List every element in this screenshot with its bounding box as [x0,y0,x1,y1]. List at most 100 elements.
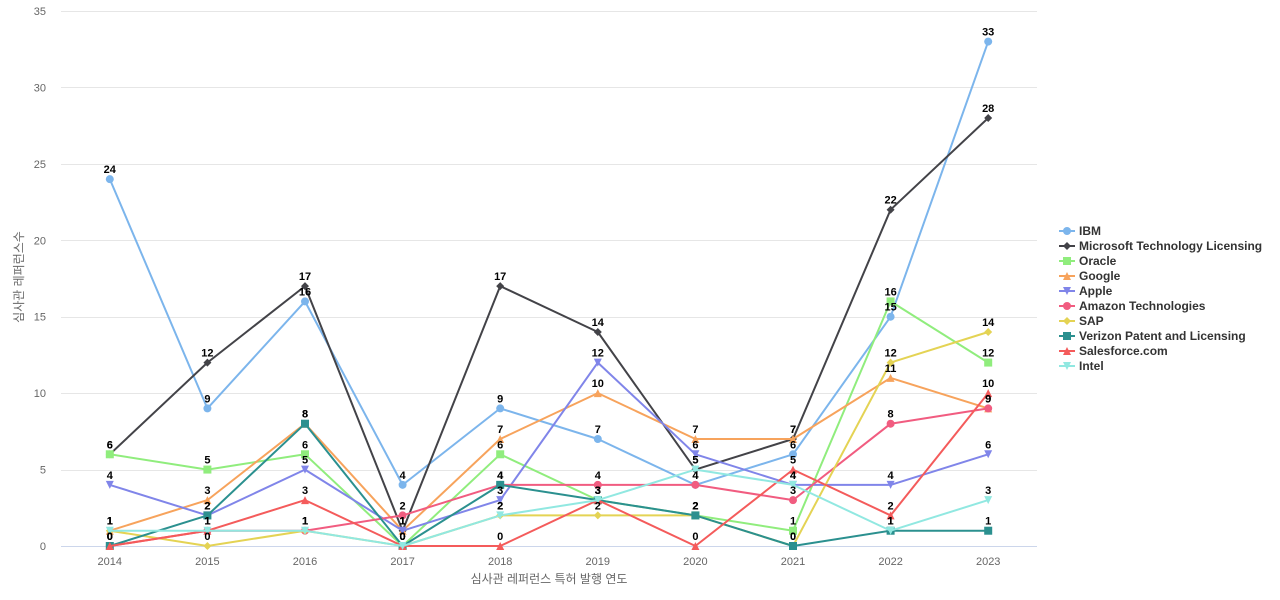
legend-label: Verizon Patent and Licensing [1079,329,1246,343]
legend-item[interactable]: Oracle [1059,254,1117,268]
data-label: 1 [107,516,113,528]
legend-item[interactable]: Salesforce.com [1059,344,1168,358]
legend-label: Google [1079,269,1121,283]
y-tick-label: 0 [40,541,46,553]
data-label: 0 [400,531,406,543]
data-point [984,37,993,46]
data-label: 0 [790,531,796,543]
data-label: 0 [400,531,406,543]
legend-marker [1063,227,1071,235]
data-label: 8 [888,409,894,421]
data-label: 7 [692,424,698,436]
data-label: 1 [400,516,406,528]
series-intel [105,465,993,550]
legend-marker [1063,317,1071,325]
legend-label: Amazon Technologies [1079,299,1206,313]
data-point [105,175,114,184]
data-point [691,542,700,550]
data-point [203,526,212,535]
data-label: 9 [497,393,503,405]
y-axis-ticks: 0 5 10 15 20 25 30 35 [34,6,46,553]
data-point [105,480,114,489]
data-label: 1 [302,516,308,528]
data-label: 0 [692,531,698,543]
series-line [108,376,990,532]
legend-item[interactable]: Intel [1059,359,1104,373]
data-point [301,496,309,505]
data-label: 4 [497,470,504,482]
data-label: 6 [107,439,113,451]
y-tick-label: 10 [34,388,46,400]
x-tick-label: 2019 [586,556,610,568]
data-label: 5 [790,455,796,467]
y-axis-title: 심사관 레퍼런스수 [12,231,26,323]
y-tick-label: 25 [34,159,46,171]
data-label: 10 [592,378,604,390]
x-tick-label: 2022 [878,556,902,568]
legend-label: Salesforce.com [1079,344,1168,358]
data-point [984,496,993,505]
legend-item[interactable]: Google [1059,269,1121,283]
data-label: 4 [888,470,895,482]
legend-item[interactable]: IBM [1059,224,1101,238]
data-label: 5 [204,455,210,467]
data-point [789,542,797,550]
series-line [108,468,990,547]
data-label: 2 [692,500,698,512]
data-point [496,404,505,413]
data-point [593,480,602,489]
data-point [789,435,797,443]
data-label: 3 [595,485,601,497]
data-label: 17 [494,271,506,283]
legend-item[interactable]: Amazon Technologies [1059,299,1206,313]
data-label: 6 [790,439,796,451]
data-point [496,435,505,443]
data-label: 7 [595,424,601,436]
x-tick-label: 2014 [98,556,122,568]
legend-item[interactable]: Verizon Patent and Licensing [1059,329,1246,343]
data-label: 1 [400,516,406,528]
data-label: 15 [884,302,896,314]
data-point [886,419,895,428]
data-label: 4 [790,470,797,482]
data-point [496,511,505,520]
data-point [886,312,895,321]
y-tick-label: 15 [34,312,46,324]
data-label: 4 [400,470,407,482]
legend-item[interactable]: Microsoft Technology Licensing [1059,239,1262,253]
data-point [593,328,602,336]
legend-marker [1063,287,1071,295]
data-label: 12 [592,348,604,360]
data-label: 1 [985,516,991,528]
legend-item[interactable]: SAP [1059,314,1104,328]
y-tick-label: 30 [34,82,46,94]
data-label: 6 [302,439,308,451]
data-label: 1 [302,516,308,528]
data-point [691,465,700,474]
data-label: 5 [302,455,308,467]
data-point [789,526,797,535]
series-line [108,117,990,532]
data-label: 1 [204,516,210,528]
data-label: 2 [497,500,503,512]
data-label: 9 [985,393,991,405]
data-point [691,435,700,443]
legend-marker [1063,302,1071,310]
data-label: 6 [107,439,113,451]
data-point [984,450,993,459]
data-label: 5 [692,455,698,467]
legend-item[interactable]: Apple [1059,284,1113,298]
data-point [301,282,309,291]
data-label: 28 [982,103,994,115]
data-label: 7 [497,424,503,436]
data-label: 12 [982,348,994,360]
data-label: 2 [497,500,503,512]
series-line [108,422,990,547]
data-label: 1 [204,516,210,528]
data-label: 0 [107,531,113,543]
legend-marker [1063,332,1071,340]
x-tick-label: 2015 [195,556,219,568]
data-label: 6 [497,439,503,451]
series-salesforce-com [105,389,993,550]
